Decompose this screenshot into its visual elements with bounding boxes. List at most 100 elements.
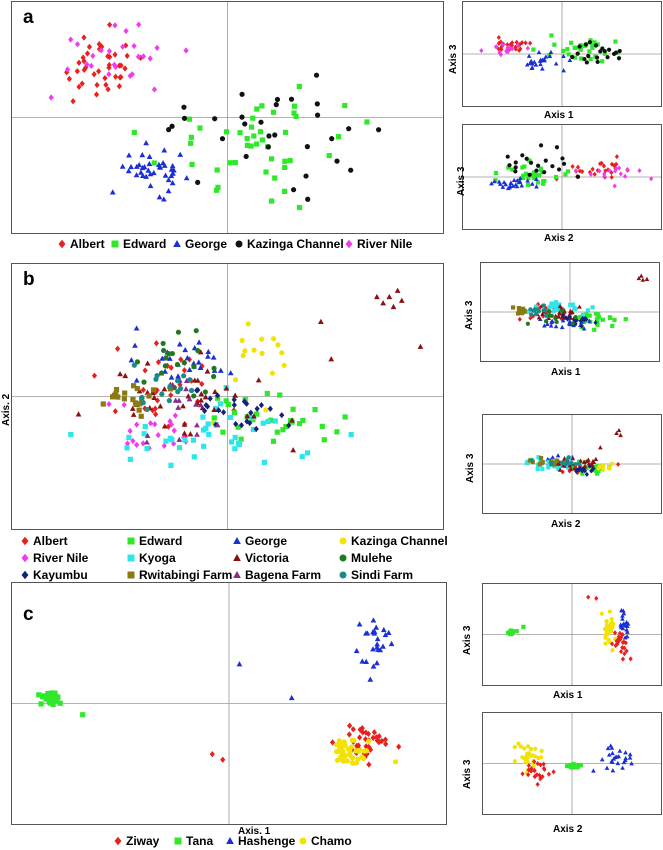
point-mulehe — [195, 348, 201, 354]
point-sindi-farm — [564, 457, 569, 462]
point-albert — [93, 91, 100, 98]
point-kyoga — [546, 463, 552, 468]
legend-item-kayumbu: Kayumbu — [20, 568, 88, 582]
point-chamo — [599, 611, 604, 616]
point-river-nile — [172, 412, 178, 419]
point-chamo — [365, 738, 372, 744]
point-george — [227, 370, 234, 376]
legend-item-kazinga-channel: Kazinga Channel — [338, 534, 448, 548]
point-bagena-farm — [175, 404, 182, 410]
point-kazinga-channel — [601, 467, 606, 472]
point-river-nile — [135, 53, 142, 60]
point-bagena-farm — [197, 402, 204, 408]
point-hashenge — [621, 611, 627, 616]
point-edward — [215, 184, 221, 190]
point-kazinga-channel — [595, 59, 600, 65]
legend-label: Mulehe — [351, 551, 393, 565]
point-kazinga-channel — [195, 179, 201, 185]
point-chamo — [609, 617, 614, 622]
point-river-nile — [498, 52, 504, 58]
point-river-nile — [48, 94, 54, 101]
point-river-nile — [106, 48, 113, 55]
point-ziway — [618, 649, 624, 655]
point-river-nile — [88, 62, 94, 70]
scatter-c-axis2-axis3 — [483, 713, 661, 814]
point-victoria — [122, 372, 129, 379]
point-kyoga — [555, 307, 560, 312]
point-kazinga-channel — [275, 342, 281, 348]
point-victoria — [212, 388, 218, 395]
point-kyoga — [546, 465, 551, 470]
point-kyoga — [68, 431, 74, 438]
point-river-nile — [147, 55, 153, 62]
point-river-nile — [112, 63, 119, 71]
point-sindi-farm — [187, 377, 193, 383]
legend-marker-triangle-icon — [233, 553, 241, 561]
point-hashenge — [374, 660, 380, 666]
point-sindi-farm — [131, 362, 137, 368]
point-hashenge — [353, 647, 360, 654]
point-chamo — [610, 625, 615, 630]
plot-frame-a-s2 — [462, 124, 662, 230]
point-edward — [272, 175, 278, 181]
point-mulehe — [549, 313, 554, 318]
legend-marker-circle-icon — [339, 571, 347, 579]
legend-a: Albert Edward George Kazinga Channel River N… — [0, 237, 450, 255]
point-tana — [53, 695, 59, 701]
point-kayumbu — [201, 407, 208, 415]
point-edward — [590, 43, 595, 48]
point-edward — [131, 129, 137, 136]
point-ziway — [620, 656, 626, 662]
point-hashenge — [288, 694, 295, 701]
point-kazinga-channel — [181, 104, 187, 110]
legend-label: River Nile — [357, 237, 413, 251]
point-george — [139, 164, 146, 171]
point-george — [128, 163, 134, 170]
point-george — [547, 53, 553, 59]
point-albert — [105, 86, 111, 93]
point-ziway — [620, 645, 625, 651]
point-tana — [52, 690, 58, 696]
point-river-nile — [124, 440, 131, 447]
point-river-nile — [140, 440, 146, 447]
point-kazinga-channel — [212, 116, 218, 122]
point-kyoga — [590, 305, 595, 310]
point-ziway — [535, 761, 540, 767]
point-kayumbu — [243, 400, 250, 407]
point-george — [510, 183, 516, 188]
point-river-nile — [64, 66, 71, 73]
point-victoria — [318, 318, 324, 325]
point-chamo — [528, 747, 534, 752]
legend-item-kyoga: Kyoga — [126, 551, 176, 565]
point-edward — [588, 56, 593, 62]
point-edward — [223, 129, 230, 135]
point-victoria — [581, 459, 587, 464]
point-hashenge — [380, 643, 386, 649]
point-edward — [296, 421, 303, 427]
axis-title-b-s2-y: Axis 3 — [465, 453, 476, 483]
plot-frame-a-main — [11, 1, 444, 234]
point-victoria — [577, 304, 582, 309]
point-kazinga-channel — [329, 136, 335, 142]
point-albert — [70, 98, 76, 105]
point-george — [146, 160, 153, 167]
point-kyoga — [182, 437, 188, 443]
point-river-nile — [130, 437, 136, 445]
point-hashenge — [380, 626, 387, 633]
point-hashenge — [356, 621, 363, 627]
point-hashenge — [599, 757, 605, 762]
point-mulehe — [560, 308, 565, 313]
point-george — [561, 68, 566, 73]
point-kazinga-channel — [272, 132, 278, 138]
point-george — [168, 374, 175, 380]
point-albert — [590, 166, 595, 172]
point-ziway — [586, 594, 591, 600]
point-kazinga-channel — [570, 54, 575, 60]
point-george — [186, 366, 193, 373]
point-tana — [568, 764, 573, 770]
point-river-nile — [616, 165, 622, 171]
legend-c: Ziway Tana Hashenge Chamo — [0, 834, 450, 850]
point-kazinga-channel — [527, 172, 532, 177]
legend-label: Rwitabingi Farm — [139, 568, 233, 582]
point-victoria — [204, 368, 211, 374]
